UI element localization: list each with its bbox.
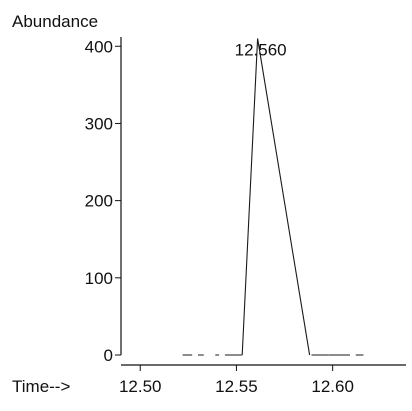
x-tick-label: 12.55 <box>215 377 258 396</box>
annotations: 12.560 <box>235 41 287 60</box>
y-axis-label: Abundance <box>12 12 98 31</box>
x-axis: 12.50 12.55 12.60 <box>119 364 406 396</box>
y-tick-label: 200 <box>85 192 113 211</box>
y-tick-label: 300 <box>85 114 113 133</box>
y-axis: 0 100 200 300 400 <box>85 37 122 365</box>
y-tick-label: 400 <box>85 37 113 56</box>
x-tick-label: 12.50 <box>119 377 162 396</box>
peak-annotation: 12.560 <box>235 41 287 60</box>
series-group <box>241 38 311 356</box>
y-tick-label: 100 <box>85 269 113 288</box>
peak-line <box>241 38 311 356</box>
x-tick-label: 12.60 <box>311 377 354 396</box>
x-axis-label: Time--> <box>12 377 70 396</box>
y-tick-label: 0 <box>104 346 113 365</box>
